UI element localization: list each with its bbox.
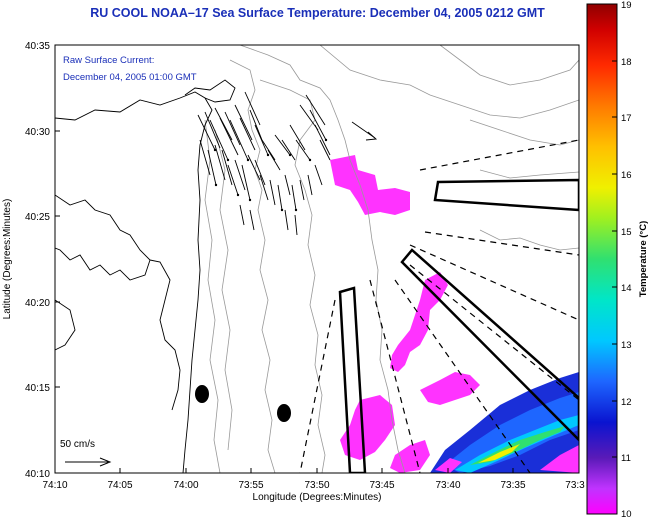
- scale-arrowhead: [99, 457, 112, 467]
- coastline: [55, 79, 236, 473]
- colorbar-tick: 12: [621, 397, 632, 408]
- station-marker-west: [195, 385, 209, 403]
- colorbar-tick: 16: [621, 170, 632, 181]
- colorbar-tick: 14: [621, 283, 632, 294]
- y-tick-label: 40:25: [25, 212, 50, 223]
- colorbar: 19 18 17 16 15 14 13 12 11 10 Temperatur…: [586, 0, 649, 519]
- y-tick-label: 40:10: [25, 469, 50, 480]
- colorbar-gradient: [586, 3, 618, 515]
- colorbar-tick: 11: [621, 453, 631, 464]
- colorbar-label: Temperature (°C): [638, 221, 649, 297]
- vector-heads: [213, 138, 328, 212]
- colorbar-tick: 13: [621, 340, 632, 351]
- y-tick-label: 40:35: [25, 41, 50, 52]
- colorbar-tick: 18: [621, 57, 632, 68]
- surface-current-vectors: [197, 91, 376, 236]
- x-tick-label: 73:55: [238, 480, 263, 491]
- colorbar-tick: 19: [621, 0, 632, 11]
- x-axis: 74:10 74:05 74:00 73:55 73:50 73:45 73:4…: [42, 468, 585, 503]
- colorbar-tick: 10: [621, 509, 632, 519]
- map-title: RU COOL NOAA–17 Sea Surface Temperature:…: [90, 6, 545, 20]
- x-tick-label: 73:35: [500, 480, 525, 491]
- annotation-line-2: December 04, 2005 01:00 GMT: [63, 72, 197, 83]
- scale-label: 50 cm/s: [60, 439, 95, 450]
- x-tick-label: 74:05: [107, 480, 132, 491]
- vector-arrowhead: [365, 131, 378, 141]
- x-tick-label: 73:40: [435, 480, 460, 491]
- map-area: [55, 45, 579, 473]
- x-tick-label: 74:10: [42, 480, 67, 491]
- bathymetry-contours: [204, 45, 579, 473]
- x-tick-label: 74:00: [173, 480, 198, 491]
- y-tick-label: 40:20: [25, 298, 50, 309]
- y-axis: 40:35 40:30 40:25 40:20 40:15 40:10 Lati…: [2, 41, 60, 480]
- annotation-line-1: Raw Surface Current:: [63, 55, 154, 66]
- x-tick-label: 73:45: [369, 480, 394, 491]
- y-tick-label: 40:15: [25, 383, 50, 394]
- y-tick-label: 40:30: [25, 127, 50, 138]
- x-axis-label: Longitude (Degrees:Minutes): [253, 492, 382, 503]
- y-axis-label: Latitude (Degrees:Minutes): [2, 199, 13, 320]
- station-marker-east: [277, 404, 291, 422]
- colorbar-tick: 15: [621, 227, 632, 238]
- colorbar-tick: 17: [621, 113, 632, 124]
- radial-dashed-lines: [299, 139, 579, 473]
- transect-boxes: [338, 178, 579, 473]
- x-tick-label: 73:50: [304, 480, 329, 491]
- sst-cold-region: [430, 372, 579, 473]
- x-tick-label: 73:3: [565, 480, 585, 491]
